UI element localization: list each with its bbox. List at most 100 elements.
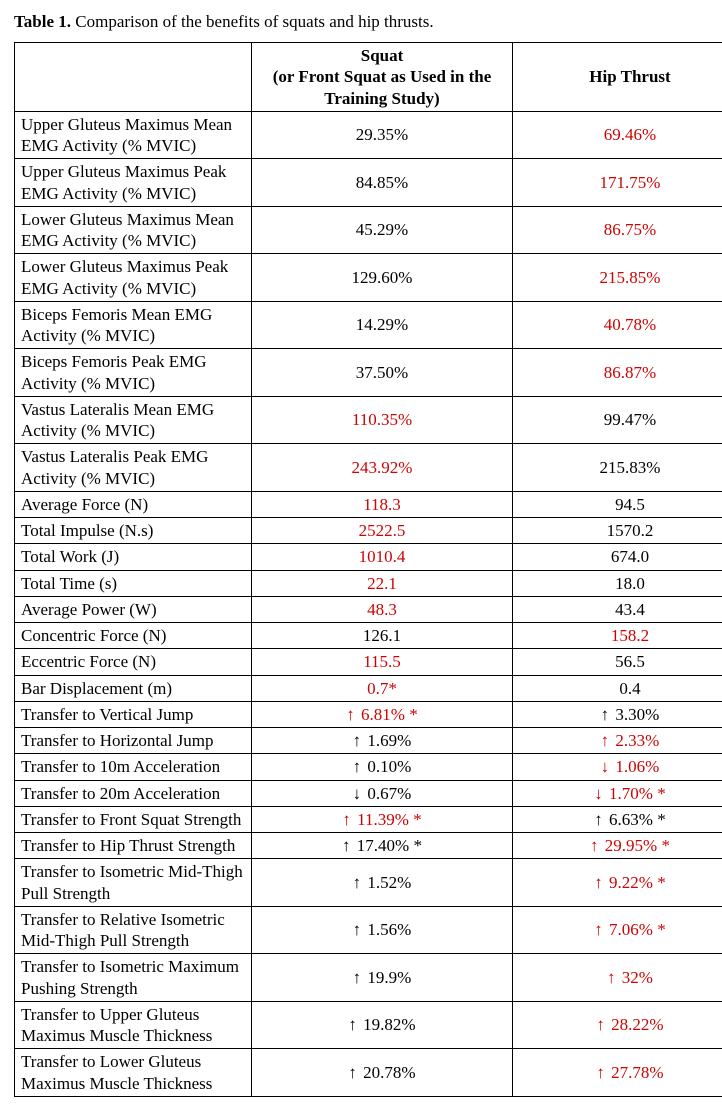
table-row: Average Force (N)118.394.5 — [15, 491, 722, 517]
row-label: Transfer to Relative Isometric Mid-Thigh… — [15, 906, 252, 954]
row-label: Transfer to Front Squat Strength — [15, 806, 252, 832]
arrow-up-icon: ↑ — [348, 1063, 357, 1082]
arrow-down-icon: ↓ — [594, 784, 603, 803]
arrow-up-icon: ↑ — [353, 968, 362, 987]
arrow-up-icon: ↑ — [342, 810, 351, 829]
row-label: Transfer to Horizontal Jump — [15, 728, 252, 754]
arrow-up-icon: ↑ — [594, 873, 603, 892]
arrow-up-icon: ↑ — [590, 836, 599, 855]
row-label: Transfer to Upper Gluteus Maximus Muscle… — [15, 1001, 252, 1049]
table-row: Total Work (J)1010.4674.0 — [15, 544, 722, 570]
header-row: Squat(or Front Squat as Used in the Trai… — [15, 43, 722, 112]
squat-value: 14.29% — [252, 301, 513, 349]
table-body: Upper Gluteus Maximus Mean EMG Activity … — [15, 111, 722, 1096]
table-row: Vastus Lateralis Peak EMG Activity (% MV… — [15, 444, 722, 492]
hip-value: ↑ 29.95% * — [513, 833, 722, 859]
table-row: Transfer to Hip Thrust Strength↑ 17.40% … — [15, 833, 722, 859]
row-label: Average Power (W) — [15, 596, 252, 622]
row-label: Vastus Lateralis Peak EMG Activity (% MV… — [15, 444, 252, 492]
row-label: Upper Gluteus Maximus Mean EMG Activity … — [15, 111, 252, 159]
table-row: Total Impulse (N.s)2522.51570.2 — [15, 518, 722, 544]
row-label: Total Impulse (N.s) — [15, 518, 252, 544]
table-row: Bar Displacement (m)0.7*0.4 — [15, 675, 722, 701]
squat-value: 129.60% — [252, 254, 513, 302]
hip-value: 94.5 — [513, 491, 722, 517]
table-row: Transfer to Lower Gluteus Maximus Muscle… — [15, 1049, 722, 1097]
squat-value: 2522.5 — [252, 518, 513, 544]
squat-value: ↑ 1.69% — [252, 728, 513, 754]
hip-value: 86.75% — [513, 206, 722, 254]
squat-value: 0.7* — [252, 675, 513, 701]
arrow-up-icon: ↑ — [607, 968, 616, 987]
squat-value: 45.29% — [252, 206, 513, 254]
hip-value: 40.78% — [513, 301, 722, 349]
arrow-up-icon: ↑ — [596, 1015, 605, 1034]
arrow-up-icon: ↑ — [601, 731, 610, 750]
squat-value: 118.3 — [252, 491, 513, 517]
table-row: Lower Gluteus Maximus Peak EMG Activity … — [15, 254, 722, 302]
row-label: Bar Displacement (m) — [15, 675, 252, 701]
squat-value: ↑ 6.81% * — [252, 701, 513, 727]
row-label: Transfer to Isometric Maximum Pushing St… — [15, 954, 252, 1002]
table-row: Transfer to Horizontal Jump↑ 1.69%↑ 2.33… — [15, 728, 722, 754]
table-row: Average Power (W)48.343.4 — [15, 596, 722, 622]
row-label: Biceps Femoris Peak EMG Activity (% MVIC… — [15, 349, 252, 397]
arrow-up-icon: ↑ — [346, 705, 355, 724]
hip-value: 99.47% — [513, 396, 722, 444]
row-label: Total Work (J) — [15, 544, 252, 570]
hip-value: ↑ 27.78% — [513, 1049, 722, 1097]
table-row: Total Time (s)22.118.0 — [15, 570, 722, 596]
arrow-up-icon: ↑ — [348, 1015, 357, 1034]
squat-value: ↑ 1.52% — [252, 859, 513, 907]
header-hip: Hip Thrust — [513, 43, 722, 112]
row-label: Transfer to 20m Acceleration — [15, 780, 252, 806]
hip-value: ↑ 2.33% — [513, 728, 722, 754]
row-label: Concentric Force (N) — [15, 623, 252, 649]
squat-value: 22.1 — [252, 570, 513, 596]
squat-value: 243.92% — [252, 444, 513, 492]
row-label: Transfer to 10m Acceleration — [15, 754, 252, 780]
arrow-up-icon: ↑ — [596, 1063, 605, 1082]
table-row: Upper Gluteus Maximus Mean EMG Activity … — [15, 111, 722, 159]
row-label: Transfer to Vertical Jump — [15, 701, 252, 727]
caption-lead: Table 1. — [14, 12, 71, 31]
squat-value: 48.3 — [252, 596, 513, 622]
hip-value: ↑ 6.63% * — [513, 806, 722, 832]
squat-value: 1010.4 — [252, 544, 513, 570]
hip-value: 215.85% — [513, 254, 722, 302]
table-row: Concentric Force (N)126.1158.2 — [15, 623, 722, 649]
table-row: Vastus Lateralis Mean EMG Activity (% MV… — [15, 396, 722, 444]
hip-value: 56.5 — [513, 649, 722, 675]
row-label: Biceps Femoris Mean EMG Activity (% MVIC… — [15, 301, 252, 349]
table-row: Transfer to 20m Acceleration↓ 0.67%↓ 1.7… — [15, 780, 722, 806]
arrow-up-icon: ↑ — [601, 705, 610, 724]
arrow-up-icon: ↑ — [353, 873, 362, 892]
hip-value: ↓ 1.06% — [513, 754, 722, 780]
hip-value: 674.0 — [513, 544, 722, 570]
squat-value: ↑ 0.10% — [252, 754, 513, 780]
table-row: Biceps Femoris Mean EMG Activity (% MVIC… — [15, 301, 722, 349]
hip-value: 69.46% — [513, 111, 722, 159]
hip-value: ↑ 3.30% — [513, 701, 722, 727]
table-row: Upper Gluteus Maximus Peak EMG Activity … — [15, 159, 722, 207]
squat-value: ↑ 20.78% — [252, 1049, 513, 1097]
table-row: Transfer to Vertical Jump↑ 6.81% *↑ 3.30… — [15, 701, 722, 727]
comparison-table: Squat(or Front Squat as Used in the Trai… — [14, 42, 722, 1097]
header-squat: Squat(or Front Squat as Used in the Trai… — [252, 43, 513, 112]
caption-rest: Comparison of the benefits of squats and… — [71, 12, 434, 31]
hip-value: ↑ 9.22% * — [513, 859, 722, 907]
row-label: Average Force (N) — [15, 491, 252, 517]
squat-value: 84.85% — [252, 159, 513, 207]
arrow-up-icon: ↑ — [342, 836, 351, 855]
table-row: Lower Gluteus Maximus Mean EMG Activity … — [15, 206, 722, 254]
arrow-up-icon: ↑ — [353, 757, 362, 776]
squat-value: ↑ 1.56% — [252, 906, 513, 954]
header-blank — [15, 43, 252, 112]
squat-value: ↑ 19.82% — [252, 1001, 513, 1049]
hip-value: ↓ 1.70% * — [513, 780, 722, 806]
row-label: Transfer to Lower Gluteus Maximus Muscle… — [15, 1049, 252, 1097]
row-label: Transfer to Isometric Mid-Thigh Pull Str… — [15, 859, 252, 907]
squat-value: ↓ 0.67% — [252, 780, 513, 806]
table-row: Transfer to Relative Isometric Mid-Thigh… — [15, 906, 722, 954]
table-row: Transfer to 10m Acceleration↑ 0.10%↓ 1.0… — [15, 754, 722, 780]
